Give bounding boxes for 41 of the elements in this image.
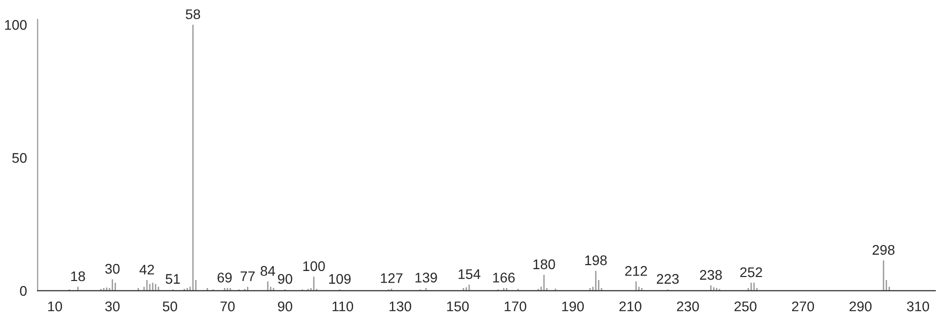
y-tick-label: 0 — [20, 286, 27, 296]
annotation: 223 — [656, 274, 679, 284]
y-tick-label: 100 — [5, 20, 27, 30]
annotation: 100 — [303, 261, 325, 272]
annotation: 69 — [218, 272, 232, 283]
annotation: 252 — [740, 267, 762, 278]
annotation: 30 — [105, 264, 120, 274]
x-tick-label: 50 — [162, 301, 178, 312]
x-tick-label: 270 — [792, 301, 814, 312]
annotation: 127 — [380, 273, 402, 283]
annotation: 180 — [533, 259, 556, 270]
x-tick-label: 190 — [562, 301, 584, 312]
x-tick-label: 110 — [332, 301, 354, 312]
y-tick-label: 50 — [12, 153, 27, 163]
annotation: 90 — [278, 274, 292, 284]
x-tick-label: 90 — [278, 301, 292, 312]
annotation: 42 — [140, 264, 154, 274]
annotation: 51 — [166, 274, 180, 284]
annotation: 58 — [186, 9, 200, 20]
annotation: 198 — [585, 255, 607, 266]
annotation: 77 — [240, 271, 255, 282]
annotation: 238 — [700, 270, 722, 280]
annotation: 154 — [458, 269, 480, 280]
x-tick-label: 30 — [105, 301, 120, 312]
x-tick-label: 290 — [850, 301, 872, 312]
annotation: 298 — [872, 245, 894, 255]
annotation: 139 — [416, 272, 437, 283]
annotation: 212 — [625, 266, 647, 276]
annotation: 166 — [493, 272, 515, 283]
x-tick-label: 310 — [906, 301, 930, 312]
x-tick-label: 170 — [504, 301, 526, 312]
x-tick-label: 230 — [676, 301, 699, 312]
x-tick-label: 250 — [734, 301, 756, 312]
x-tick-label: 130 — [390, 301, 412, 312]
annotation: 109 — [329, 274, 351, 284]
x-tick-label: 210 — [619, 301, 642, 312]
annotation: 84 — [260, 266, 276, 276]
x-tick-label: 10 — [48, 301, 62, 312]
annotation: 18 — [71, 271, 85, 282]
x-tick-label: 70 — [220, 301, 235, 312]
x-tick-label: 150 — [447, 301, 469, 312]
